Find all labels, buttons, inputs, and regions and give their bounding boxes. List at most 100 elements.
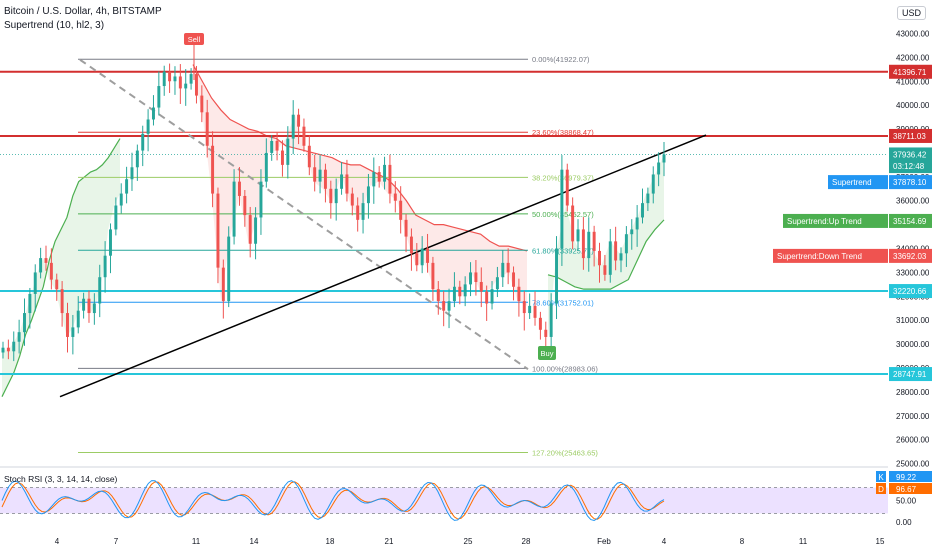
candle-body [49,262,53,280]
candle-body [469,272,473,285]
candle-body [318,169,322,182]
candle-body [571,205,575,242]
candle-body [92,303,96,314]
indicator-tag [783,213,888,228]
stoch-d-line [1,481,665,520]
candle-body [361,203,365,220]
candle-body [646,193,650,204]
candle-body [528,305,532,314]
candle-body [372,172,376,187]
candle-body [162,71,166,87]
d-value: 96.67 [896,485,917,494]
price-tag [889,147,932,162]
buy-signal-box [538,346,556,360]
sell-signal-label: Sell [188,35,201,44]
candle-body [383,164,387,182]
time-tick: 15 [876,537,885,546]
k-label: K [878,473,884,482]
candle-body [103,255,107,278]
candle-body [624,234,628,254]
stoch-band [0,487,888,514]
supertrend-line [547,219,665,290]
indicator-tag-name: Supertrend [832,178,872,187]
candle-body [237,181,241,196]
candle-body [490,289,494,304]
candle-body [227,236,231,302]
candle-body [533,305,537,318]
candle-body [442,301,446,311]
time-tick: Feb [597,537,611,546]
candle-body [657,162,661,175]
candle-body [109,229,112,256]
fib-label: 23.60%(38868.47) [532,128,594,137]
candle-body [286,138,290,165]
level-tag [889,128,932,143]
candle-body [549,303,553,337]
candle-body [651,174,655,194]
candle-body [356,205,360,220]
price-tick: 41000.00 [896,77,930,86]
level-tag [889,367,932,382]
currency-button[interactable]: USD [896,6,926,20]
time-tick: 11 [192,537,201,546]
indicator-tag [828,175,888,190]
candle-body [485,291,489,304]
fib-label: 127.20%(25463.65) [532,449,598,458]
stoch-label: Stoch RSI (3, 3, 14, 14, close) [4,474,118,484]
candle-body [404,219,408,237]
candle-body [205,112,209,146]
candle-body [409,236,413,254]
candle-body [221,267,225,302]
candle-body [662,154,666,163]
candle-body [614,241,618,261]
candle-body [189,74,193,84]
candle-body [33,272,37,294]
candle-body [495,277,499,290]
candle-body [436,289,440,302]
candle-body [264,152,268,182]
candle-body [587,231,591,259]
candle-body [329,188,333,204]
price-tick: 28000.00 [896,388,930,397]
candle-body [544,329,548,337]
candle-body [431,262,435,290]
candle-body [141,133,145,151]
candle-body [1,347,5,353]
price-tag-label: 37936.42 [893,150,927,159]
candle-body [184,83,188,89]
candle-body [506,262,510,273]
candle-body [307,145,311,168]
time-tick: 21 [385,537,394,546]
candle-body [608,241,612,275]
indicator-label[interactable]: Supertrend (10, hl2, 3) [4,20,105,31]
candle-body [280,150,284,165]
stoch-tick: 50.00 [896,497,917,506]
supertrend-fill [193,64,527,311]
level-tag [889,284,932,299]
candle-body [641,203,644,218]
candle-body [350,193,354,206]
candle-body [463,284,467,297]
candle-body [82,298,86,311]
candle-body [216,193,220,268]
candle-body [576,229,580,242]
stoch-tick: 0.00 [896,518,912,527]
candle-body [178,76,182,89]
candle-body [173,76,177,82]
fib-label: 100.00%(28983.06) [532,364,598,373]
k-value-tag [889,471,932,482]
candle-body [211,145,215,194]
candle-body [270,140,274,153]
candle-body [248,215,252,244]
candle-body [125,179,129,194]
price-pane [0,0,888,466]
time-tick: 28 [522,537,531,546]
sell-signal-box [184,33,204,45]
candle-body [135,150,139,168]
candle-body [388,164,392,194]
candle-body [555,248,558,304]
candle-body [157,86,161,108]
level-tag [889,64,932,79]
candle-body [313,167,317,182]
